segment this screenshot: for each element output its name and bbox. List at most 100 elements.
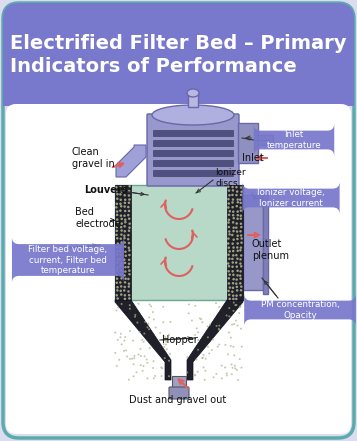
Ellipse shape: [232, 230, 235, 232]
Ellipse shape: [228, 230, 231, 233]
Ellipse shape: [116, 281, 118, 284]
Polygon shape: [115, 300, 171, 380]
Ellipse shape: [124, 266, 127, 269]
Ellipse shape: [119, 336, 121, 338]
Ellipse shape: [240, 202, 242, 204]
Text: Ionizer
discs: Ionizer discs: [215, 168, 246, 188]
Ellipse shape: [232, 273, 235, 276]
Ellipse shape: [124, 294, 126, 296]
Ellipse shape: [123, 235, 126, 237]
Ellipse shape: [124, 270, 127, 273]
Ellipse shape: [207, 325, 208, 327]
Ellipse shape: [231, 324, 233, 325]
Ellipse shape: [117, 306, 119, 309]
Ellipse shape: [128, 226, 131, 229]
Ellipse shape: [124, 286, 126, 288]
Ellipse shape: [124, 230, 126, 232]
Ellipse shape: [116, 218, 119, 221]
Ellipse shape: [128, 297, 131, 300]
Text: Electrified Filter Bed – Primary
Indicators of Performance: Electrified Filter Bed – Primary Indicat…: [10, 34, 346, 76]
Ellipse shape: [119, 281, 122, 284]
Ellipse shape: [205, 358, 207, 360]
Ellipse shape: [235, 186, 238, 188]
Ellipse shape: [123, 237, 126, 239]
Ellipse shape: [239, 358, 241, 360]
Ellipse shape: [236, 230, 238, 233]
Ellipse shape: [116, 365, 118, 367]
Ellipse shape: [148, 317, 150, 318]
Ellipse shape: [239, 274, 241, 277]
Ellipse shape: [228, 298, 231, 300]
Ellipse shape: [228, 233, 231, 235]
Ellipse shape: [116, 266, 119, 269]
Ellipse shape: [152, 311, 154, 313]
Ellipse shape: [128, 254, 131, 256]
Ellipse shape: [194, 305, 196, 307]
Ellipse shape: [126, 355, 128, 358]
Ellipse shape: [120, 205, 122, 208]
Ellipse shape: [227, 262, 230, 265]
Bar: [153, 150, 233, 156]
Ellipse shape: [127, 247, 130, 249]
Ellipse shape: [233, 323, 235, 325]
Ellipse shape: [120, 229, 123, 232]
Ellipse shape: [165, 344, 167, 345]
Ellipse shape: [118, 359, 120, 361]
FancyBboxPatch shape: [244, 294, 356, 326]
Ellipse shape: [202, 357, 204, 359]
Ellipse shape: [232, 287, 234, 289]
Ellipse shape: [240, 241, 243, 244]
Ellipse shape: [119, 193, 122, 196]
Ellipse shape: [218, 328, 220, 330]
Ellipse shape: [228, 250, 231, 253]
Ellipse shape: [134, 355, 136, 357]
Ellipse shape: [228, 286, 231, 289]
Ellipse shape: [124, 241, 126, 244]
Ellipse shape: [236, 274, 239, 277]
Ellipse shape: [152, 360, 155, 362]
Ellipse shape: [116, 286, 119, 288]
FancyBboxPatch shape: [242, 182, 340, 214]
Ellipse shape: [168, 334, 170, 336]
Ellipse shape: [241, 366, 242, 369]
Bar: [243, 195, 263, 290]
Ellipse shape: [128, 282, 130, 285]
Ellipse shape: [231, 258, 233, 260]
Ellipse shape: [124, 246, 126, 248]
Ellipse shape: [169, 321, 171, 323]
Ellipse shape: [121, 344, 123, 345]
Ellipse shape: [144, 321, 146, 323]
Ellipse shape: [203, 354, 205, 356]
Text: Hopper: Hopper: [162, 335, 198, 345]
Ellipse shape: [116, 246, 119, 249]
FancyBboxPatch shape: [6, 104, 351, 434]
Bar: [227, 185, 243, 300]
Ellipse shape: [120, 222, 123, 225]
Ellipse shape: [124, 340, 126, 342]
Ellipse shape: [196, 327, 198, 329]
Ellipse shape: [221, 377, 223, 379]
Ellipse shape: [124, 221, 126, 224]
Ellipse shape: [116, 277, 118, 280]
Ellipse shape: [240, 194, 242, 196]
Ellipse shape: [237, 379, 239, 381]
Ellipse shape: [123, 214, 126, 217]
Ellipse shape: [152, 105, 234, 125]
Ellipse shape: [128, 258, 130, 261]
Bar: [263, 191, 268, 294]
Ellipse shape: [224, 366, 226, 369]
Ellipse shape: [240, 306, 241, 308]
Ellipse shape: [116, 230, 118, 232]
Ellipse shape: [186, 356, 188, 358]
Ellipse shape: [236, 235, 239, 237]
Ellipse shape: [240, 254, 242, 257]
Ellipse shape: [116, 237, 119, 239]
Bar: [172, 376, 186, 388]
Bar: [153, 160, 233, 166]
Ellipse shape: [116, 198, 119, 200]
Ellipse shape: [121, 303, 122, 305]
Ellipse shape: [129, 308, 131, 310]
Ellipse shape: [128, 249, 131, 252]
Ellipse shape: [117, 339, 119, 341]
Ellipse shape: [228, 282, 230, 285]
